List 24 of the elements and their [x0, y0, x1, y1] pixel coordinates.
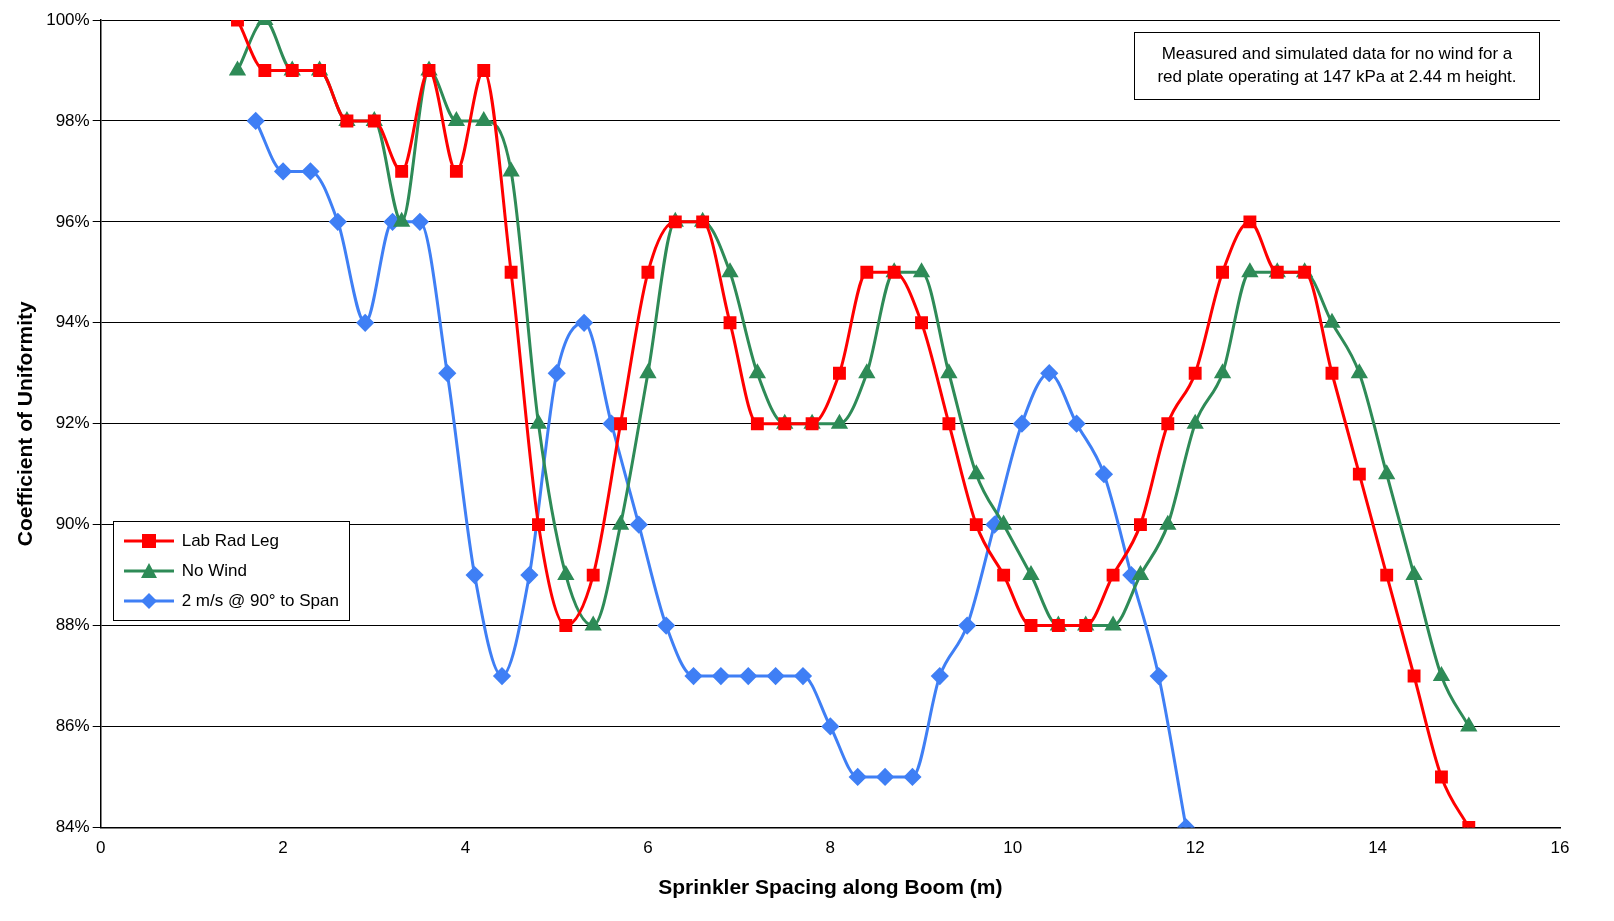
y-tick-label: 88%	[55, 615, 90, 635]
y-tick-label: 86%	[55, 716, 90, 736]
y-axis-title: Coefficient of Uniformity	[13, 300, 37, 547]
y-tick-label: 94%	[55, 312, 90, 332]
annotation: Measured and simulated data for no wind for a red plate operating at 147 kPa at 2.44 m height.	[1157, 43, 1517, 88]
legend-label: No Wind	[181, 560, 247, 581]
x-tick-label: 6	[643, 838, 653, 858]
x-tick-label: 2	[278, 838, 288, 858]
x-tick-label: 12	[1185, 838, 1205, 858]
y-tick-label: 92%	[55, 413, 90, 433]
x-tick-label: 16	[1550, 838, 1570, 858]
legend-label: 2 m/s @ 90° to Span	[181, 590, 339, 611]
y-tick-label: 96%	[55, 211, 90, 231]
y-tick-label: 90%	[55, 514, 90, 534]
legend-label: Lab Rad Leg	[181, 530, 280, 551]
x-tick-label: 0	[95, 838, 106, 858]
x-tick-label: 10	[1003, 838, 1023, 858]
x-tick-label: 8	[825, 838, 836, 858]
x-tick-label: 4	[460, 838, 471, 858]
x-axis-title: Sprinkler Spacing along Boom (m)	[658, 875, 1003, 899]
y-tick-label: 84%	[55, 817, 90, 837]
x-tick-label: 14	[1368, 838, 1388, 858]
y-tick-label: 98%	[55, 110, 90, 130]
y-tick-label: 100%	[46, 9, 90, 29]
